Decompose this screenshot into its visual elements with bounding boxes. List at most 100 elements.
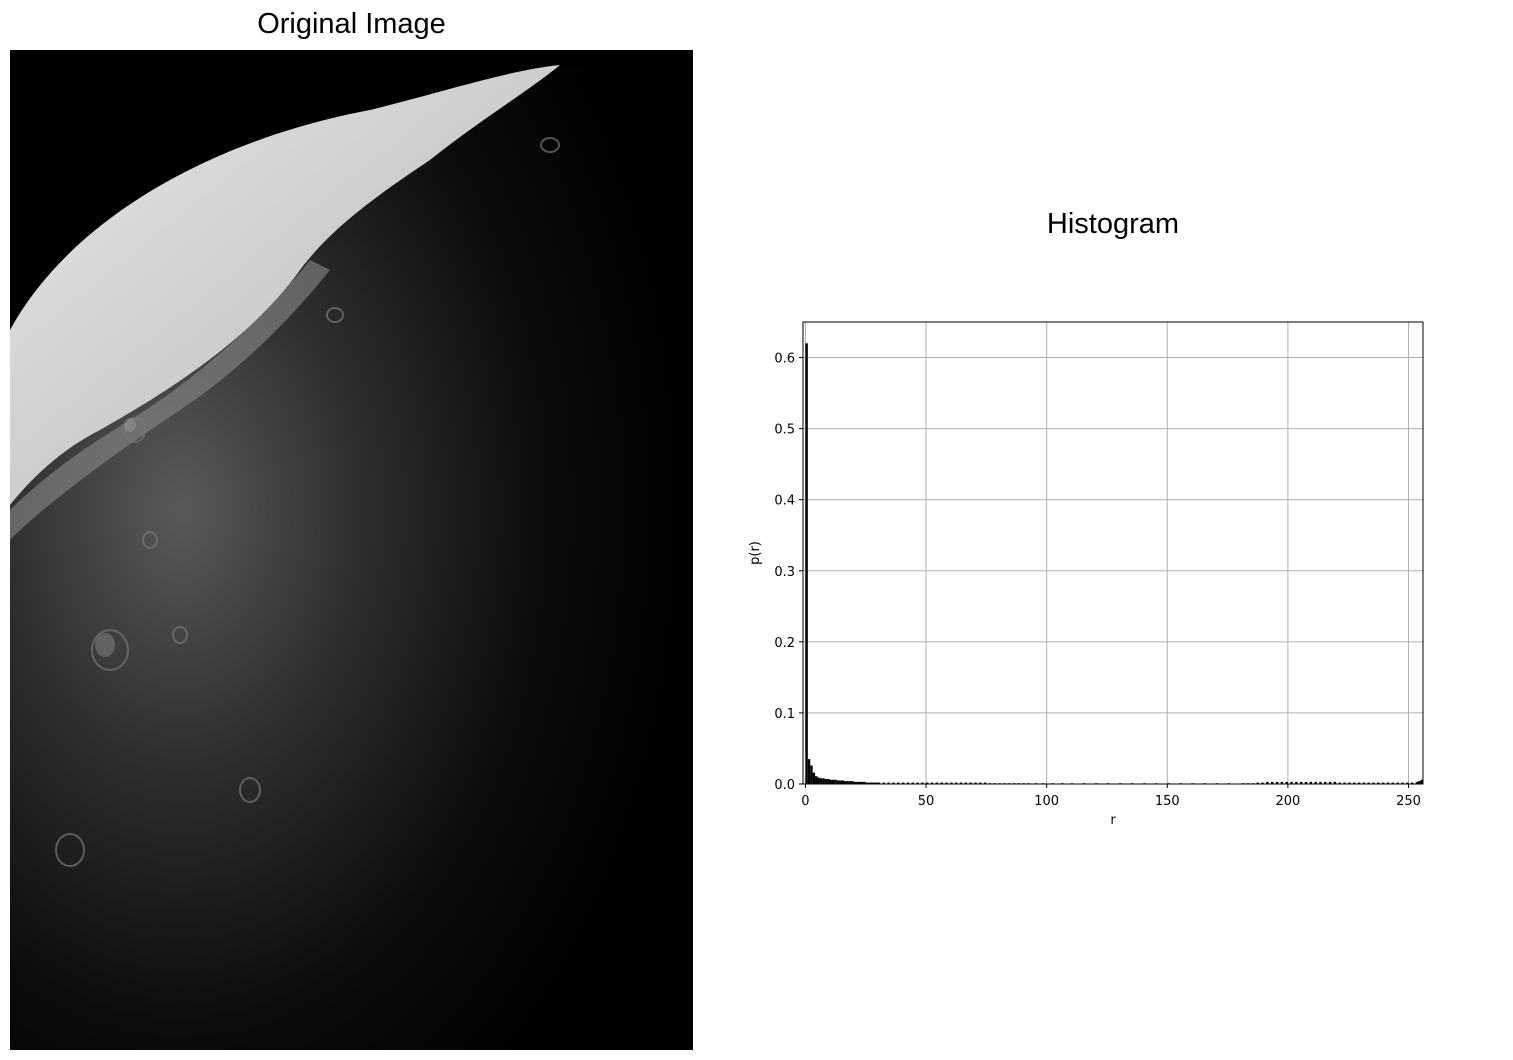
histogram-bar (1275, 781, 1279, 784)
histogram-bar (1314, 781, 1317, 784)
histogram-bar (1415, 781, 1419, 784)
histogram-bar (911, 782, 914, 784)
histogram-bar (819, 778, 823, 784)
histogram-bar (1280, 781, 1284, 784)
histogram-bar (935, 782, 939, 784)
original-image (10, 50, 693, 1050)
histogram-bar (824, 779, 828, 784)
histogram-bar (846, 781, 849, 784)
histogram-bar (1271, 781, 1274, 784)
image-title: Original Image (257, 8, 446, 40)
histogram-bar (1304, 781, 1308, 784)
histogram-bar (865, 782, 869, 784)
histogram-bar (906, 782, 910, 784)
histogram-bar (810, 765, 813, 784)
histogram-bar (829, 779, 832, 784)
histogram-bar (817, 777, 820, 784)
histogram-bar (877, 782, 881, 784)
histogram-bar (979, 782, 982, 784)
histogram-bar (1266, 781, 1269, 784)
histogram-bar (959, 782, 963, 784)
histogram-bar (844, 781, 847, 784)
histogram-bar (870, 782, 873, 784)
histogram-bar (1367, 782, 1370, 784)
histogram-bar (974, 782, 977, 784)
histogram-bar (1391, 782, 1395, 784)
histogram-bar (887, 782, 890, 784)
histogram-bar (860, 781, 864, 784)
histogram-bar (945, 782, 948, 784)
histogram-bar (1396, 782, 1399, 784)
histogram-bar (1362, 782, 1366, 784)
histogram-bar (836, 780, 840, 784)
histogram-bar (1309, 781, 1313, 784)
histogram-bar (901, 782, 905, 784)
histogram-bar (921, 782, 924, 784)
histogram-bar (1343, 782, 1346, 784)
histogram-bar (875, 782, 878, 784)
histogram-bar (897, 782, 900, 784)
bars (805, 343, 1423, 784)
y-tick-label: 0.4 (774, 494, 795, 509)
moon-surface-photo-icon (10, 50, 693, 1050)
histogram-bar (831, 779, 835, 784)
histogram-bar (1328, 781, 1332, 784)
histogram-bar (1401, 782, 1404, 784)
histogram-bar (851, 781, 854, 784)
histogram-bar (1338, 782, 1341, 784)
histogram-bar (1285, 781, 1288, 784)
histogram-bar (1348, 782, 1351, 784)
histogram-bar (1353, 782, 1356, 784)
x-tick-label: 100 (1034, 794, 1059, 809)
chart-title: Histogram (1046, 208, 1180, 240)
histogram-bar (841, 780, 845, 784)
histogram-bar (815, 776, 818, 784)
histogram-bar (812, 772, 816, 784)
x-tick-label: 50 (918, 794, 935, 809)
histogram-bar (916, 782, 919, 784)
plot-frame (802, 321, 1424, 785)
histogram-bar (1372, 782, 1375, 784)
x-axis-label: r (1110, 813, 1116, 828)
y-tick-label: 0.5 (774, 423, 795, 438)
histogram-bar (834, 779, 837, 784)
histogram-bar (954, 782, 958, 784)
histogram-bar (839, 780, 842, 784)
histogram-bar (950, 782, 953, 784)
histogram-bar (1299, 781, 1303, 784)
histogram-bar (1324, 781, 1327, 784)
histogram-bar (853, 781, 857, 784)
histogram-bar (882, 782, 886, 784)
grid (803, 322, 1423, 785)
y-tick-label: 0.3 (774, 565, 795, 580)
histogram-bar (1357, 782, 1361, 784)
histogram-bar (1418, 781, 1421, 784)
histogram-bar (868, 782, 871, 784)
histogram-bar (848, 781, 852, 784)
ticks: 0 50 100 150 200 250 0.0 0.1 0.2 0.3 0.4 0.5 0.6 (774, 352, 1421, 809)
histogram-bar (863, 781, 866, 784)
histogram-bar (1420, 779, 1423, 784)
histogram-bar (827, 779, 830, 784)
histogram-bar (1377, 782, 1380, 784)
histogram-bar (1386, 782, 1390, 784)
histogram-bar (856, 781, 859, 784)
histogram-bar (1319, 781, 1322, 784)
histogram-bar (964, 782, 968, 784)
y-axis-label: p(r) (748, 541, 763, 565)
x-tick-label: 150 (1155, 794, 1180, 809)
histogram-bar (872, 782, 876, 784)
histogram-bar (1290, 781, 1293, 784)
histogram-bar (858, 781, 861, 784)
y-tick-label: 0.6 (774, 352, 795, 367)
histogram-bar (1256, 782, 1259, 784)
histogram-bar (930, 782, 934, 784)
histogram-bar (892, 782, 895, 784)
histogram-bar (940, 782, 943, 784)
histogram-bar (969, 782, 972, 784)
y-tick-label: 0.0 (774, 778, 795, 793)
x-tick-label: 250 (1396, 794, 1421, 809)
histogram-bar (807, 759, 811, 784)
histogram-bar (1410, 782, 1414, 784)
